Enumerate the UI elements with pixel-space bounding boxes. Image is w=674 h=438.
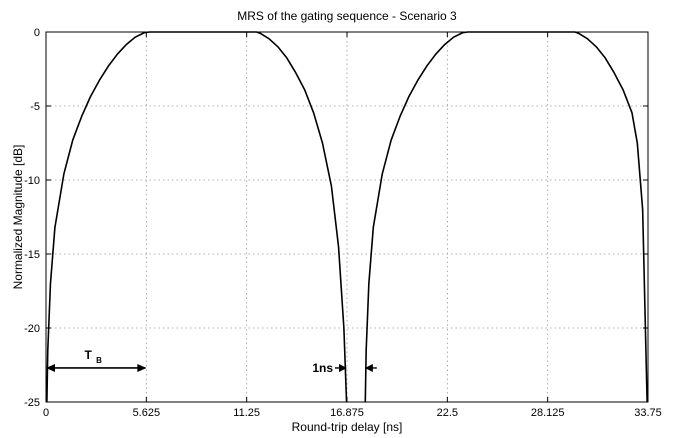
x-tick-label: 16.875 xyxy=(330,407,364,419)
x-tick-label: 11.25 xyxy=(233,407,260,419)
gap-label: 1ns xyxy=(312,361,333,375)
x-tick-label: 22.5 xyxy=(437,407,458,419)
y-tick-label: -20 xyxy=(24,323,40,335)
x-tick-labels: 0 5.625 11.25 16.875 22.5 28.125 33.75 xyxy=(43,407,662,419)
y-tick-labels: 0 -5 -10 -15 -20 -25 xyxy=(24,27,40,409)
y-axis-label: Normalized Magnitude [dB] xyxy=(11,145,25,290)
tick-marks xyxy=(45,31,649,403)
y-tick-label: -10 xyxy=(24,175,40,187)
chart-title: MRS of the gating sequence - Scenario 3 xyxy=(237,9,457,23)
gap-arrowhead-left xyxy=(339,363,347,372)
gap-arrowhead-right xyxy=(364,363,373,372)
x-tick-label: 28.125 xyxy=(531,407,565,419)
x-tick-label: 33.75 xyxy=(634,407,662,419)
tb-arrowhead-right xyxy=(137,363,147,372)
y-tick-label: 0 xyxy=(34,27,40,39)
gridlines xyxy=(46,32,648,402)
y-tick-label: -25 xyxy=(24,397,40,409)
y-tick-label: -15 xyxy=(24,249,40,261)
y-tick-label: -5 xyxy=(30,101,40,113)
x-tick-label: 0 xyxy=(43,407,49,419)
x-tick-label: 5.625 xyxy=(133,407,161,419)
tb-arrowhead-left xyxy=(46,363,55,372)
tb-label: T xyxy=(84,348,92,362)
x-axis-label: Round-trip delay [ns] xyxy=(292,420,403,434)
annotations: T B 1ns xyxy=(46,348,377,375)
tb-label-subscript: B xyxy=(96,356,102,365)
